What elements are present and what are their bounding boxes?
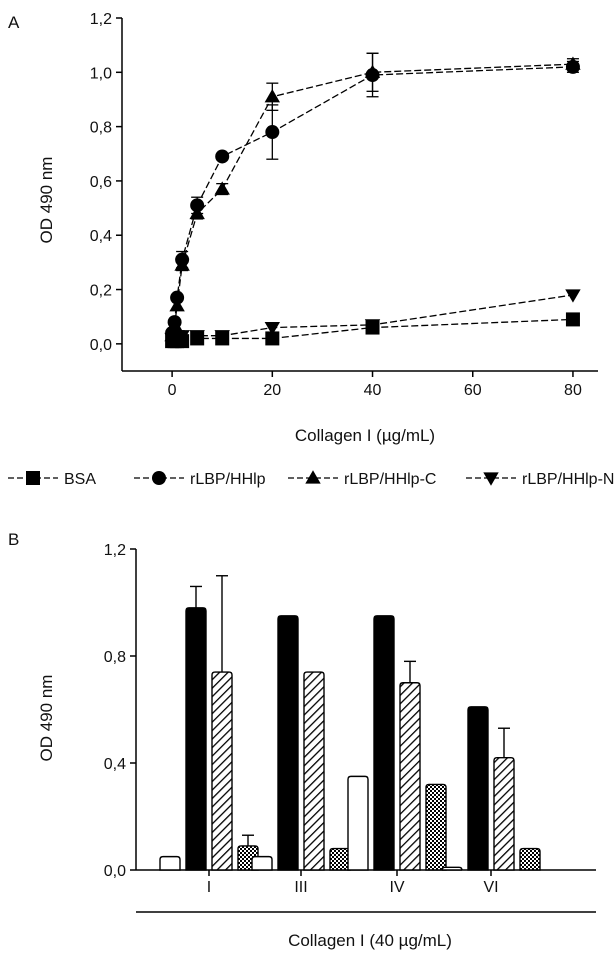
- panel-b-bar: [304, 672, 324, 870]
- panel-b: B 0,00,40,81,2I III IV VI OD 490 nm Collage…: [8, 530, 596, 950]
- panel-a-data-point: [215, 149, 229, 163]
- panel-a-y-tick-label: 0,8: [90, 120, 112, 137]
- panel-b-bar: [374, 616, 394, 870]
- panel-b-category-label: VI: [483, 879, 498, 896]
- panel-b-bar: [426, 784, 446, 870]
- panel-b-y-axis-title: OD 490 nm: [37, 675, 56, 762]
- legend-label: rLBP/HHlp-C: [344, 471, 436, 488]
- panel-b-bars: [160, 576, 540, 871]
- panel-b-y-tick-label: 1,2: [104, 542, 126, 559]
- panel-a-lines: [172, 64, 573, 341]
- legend-label: rLBP/HHlp: [190, 471, 266, 488]
- panel-a-x-tick-label: 80: [564, 382, 582, 399]
- panel-b-x-axis-title: Collagen I (40 µg/mL): [288, 931, 452, 950]
- panel-a-y-axis-title: OD 490 nm: [37, 157, 56, 244]
- panel-a-legend: BSA rLBP/HHlp rLBP/HHlp-C rLBP/HHlp-N: [8, 470, 614, 488]
- panel-b-bar: [278, 616, 298, 870]
- panel-b-category-label: IV: [389, 879, 404, 896]
- panel-b-bar: [400, 683, 420, 870]
- panel-a-y-tick-label: 0,0: [90, 337, 112, 354]
- panel-a-y-tick-label: 1,0: [90, 65, 112, 82]
- panel-a-series-line: [172, 67, 573, 333]
- panel-b-category-label: I: [207, 879, 211, 896]
- panel-a-x-tick-label: 60: [464, 382, 482, 399]
- panel-b-bar: [160, 857, 180, 870]
- panel-b-bar: [186, 608, 206, 870]
- panel-b-bar: [494, 758, 514, 870]
- panel-a-x-tick-label: 0: [168, 382, 177, 399]
- panel-b-bar: [212, 672, 232, 870]
- panel-b-bar: [468, 707, 488, 870]
- panel-b-bar: [348, 776, 368, 870]
- legend-marker: [483, 472, 498, 485]
- panel-a-x-axis-title: Collagen I (µg/mL): [295, 426, 435, 445]
- panel-a-x-tick-label: 20: [263, 382, 281, 399]
- panel-a-label: A: [8, 13, 20, 32]
- panel-a-data-point: [265, 125, 279, 139]
- panel-a-x-tick-label: 40: [364, 382, 382, 399]
- panel-a-series-line: [172, 64, 573, 336]
- panel-a-y-tick-label: 1,2: [90, 11, 112, 28]
- panel-b-bar: [520, 849, 540, 870]
- panel-b-bar: [252, 857, 272, 870]
- panel-a-y-tick-label: 0,6: [90, 174, 112, 191]
- panel-a-markers: [164, 56, 580, 348]
- panel-a-data-point: [565, 289, 580, 302]
- panel-b-bar: [442, 867, 462, 870]
- legend-marker: [26, 471, 40, 485]
- legend-label: BSA: [64, 471, 96, 488]
- panel-b-y-tick-label: 0,0: [104, 863, 126, 880]
- panel-a-y-tick-label: 0,2: [90, 283, 112, 300]
- legend-label: rLBP/HHlp-N: [522, 471, 614, 488]
- panel-b-y-tick-label: 0,4: [104, 756, 126, 773]
- panel-b-bar: [330, 849, 350, 870]
- panel-a: A 0,0 0,2 0,4 0,6 0,8 1,0 1,2 0 20 40 60 80 OD 490 …: [8, 11, 614, 488]
- legend-marker: [152, 471, 166, 485]
- panel-b-label: B: [8, 530, 19, 549]
- legend-marker: [305, 470, 320, 483]
- panel-a-y-tick-label: 0,4: [90, 228, 112, 245]
- panel-b-y-tick-label: 0,8: [104, 649, 126, 666]
- panel-b-category-label: III: [294, 879, 307, 896]
- panel-a-data-point: [566, 312, 580, 326]
